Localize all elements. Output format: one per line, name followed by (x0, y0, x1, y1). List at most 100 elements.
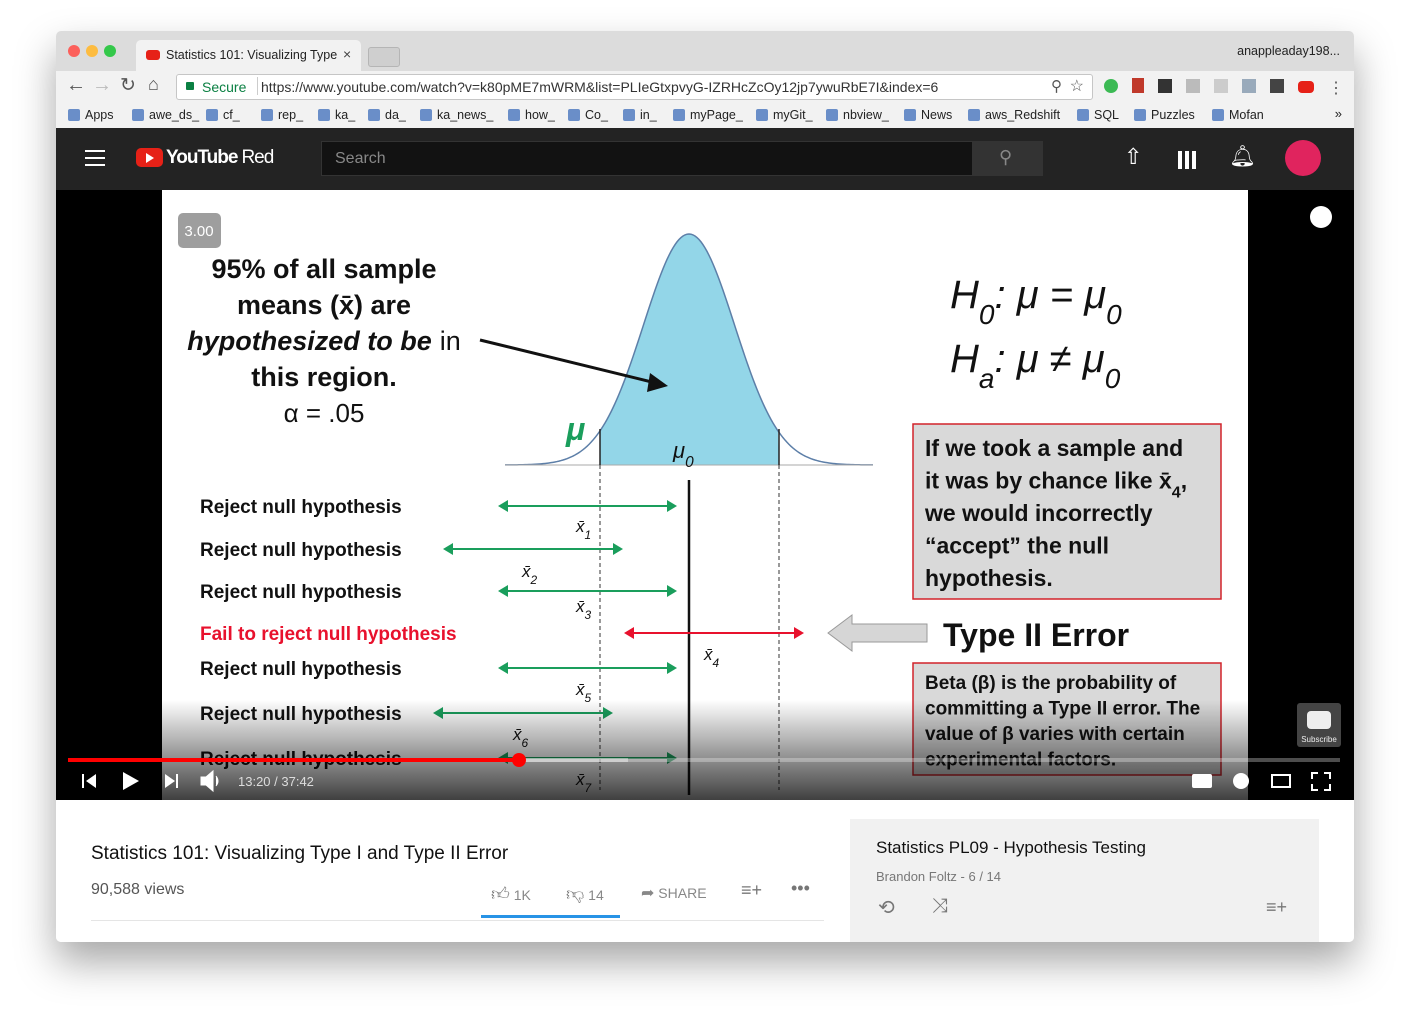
shuffle[interactable]: ⤨ (932, 895, 948, 917)
bookmark[interactable]: Mofan (1212, 108, 1264, 122)
bookmark-label: myGit_ (773, 108, 813, 122)
row-label: Reject null hypothesis (200, 582, 402, 603)
cc-button (1192, 774, 1212, 788)
back[interactable]: ← (66, 74, 86, 96)
bookmark-label: SQL (1094, 108, 1120, 122)
search-button[interactable]: ⚲ (972, 141, 1043, 176)
subscript: 4 (713, 656, 720, 670)
url: https://www.youtube.com/watch?v=k80pME7m… (261, 79, 939, 95)
text-part: we would incorrectly (924, 500, 1153, 526)
info-box (912, 423, 1222, 600)
logo[interactable]: YouTube Red (166, 147, 274, 169)
bookmark-label: awe_ds_ (149, 108, 200, 122)
address-bar-row: ← → ↻ ⌂ Secure https://www.youtube.com/w… (56, 71, 1354, 102)
subscript: 2 (530, 573, 538, 587)
dislike-count: 14 (588, 887, 604, 903)
bookmark[interactable]: Puzzles (1134, 108, 1195, 122)
sample-mean-label: x̄2 (521, 562, 538, 587)
bookmarks-bar: » Apps awe_ds_ cf_ rep_ ka_ da_ ka_news_ how_ Co_… (56, 102, 1354, 129)
callout-line: this region. (251, 362, 397, 392)
text-part: x̄ (575, 680, 585, 699)
bookmark[interactable]: myPage_ (673, 108, 743, 122)
sample-mean-label: x̄3 (575, 597, 592, 622)
speed-badge (178, 213, 221, 248)
bookmark[interactable]: News (904, 108, 952, 122)
secure-label: Secure (202, 79, 247, 95)
subscribe-icon (1307, 711, 1331, 729)
bookmark[interactable]: rep_ (261, 108, 303, 122)
playlist-title[interactable]: Statistics PL09 - Hypothesis Testing (876, 838, 1146, 857)
bookmark[interactable]: aws_Redshift (968, 108, 1060, 122)
apps[interactable] (1178, 151, 1196, 169)
next-button (165, 774, 178, 788)
bookmark[interactable]: Apps (68, 108, 114, 122)
subscript: 0 (1105, 363, 1121, 394)
bookmark-label: in_ (640, 108, 657, 122)
acceptance-region (600, 234, 779, 465)
tab[interactable]: Statistics 101: Visualizing Type × (136, 40, 361, 71)
bookmark[interactable]: nbview_ (826, 108, 889, 122)
bookmark[interactable]: da_ (368, 108, 406, 122)
time-display: 13:20 / 37:42 (238, 774, 314, 789)
omnibox[interactable]: Secure https://www.youtube.com/watch?v=k… (176, 74, 1093, 100)
bookmark[interactable]: ka_news_ (420, 108, 493, 122)
bookmark[interactable]: myGit_ (756, 108, 813, 122)
bookmark[interactable]: awe_ds_ (132, 108, 199, 122)
like-button[interactable]: 👍︎ 1K (491, 884, 531, 904)
avatar[interactable] (1285, 140, 1321, 176)
add-to[interactable]: ≡+ (741, 880, 763, 900)
text-part: : μ = μ (994, 273, 1106, 317)
view-count: 90,588 views (91, 881, 185, 898)
prev-button (82, 774, 96, 788)
bookmark-label: aws_Redshift (985, 108, 1061, 122)
bookmark[interactable]: Co_ (568, 108, 608, 122)
bookmark-label: how_ (525, 108, 555, 122)
bookmark-label: rep_ (278, 108, 304, 122)
home[interactable]: ⌂ (148, 74, 159, 94)
playlist-meta: Brandon Foltz - 6 / 14 (876, 869, 1002, 884)
bookmark-label: Puzzles (1151, 108, 1195, 122)
loop[interactable]: ⟲ (878, 897, 895, 919)
subscript: 5 (585, 691, 592, 705)
logo-text: YouTube (166, 147, 238, 168)
sample-mean-label: x̄5 (575, 680, 592, 705)
text-part: μ (672, 438, 685, 463)
new-tab[interactable] (368, 47, 400, 67)
search-placeholder: Search (335, 150, 386, 167)
bookmark[interactable]: how_ (508, 108, 555, 122)
save-playlist[interactable]: ≡+ (1266, 897, 1288, 917)
more[interactable]: ••• (791, 878, 810, 898)
logo-icon[interactable] (136, 148, 163, 167)
text-part: , (1181, 468, 1187, 494)
profile[interactable]: anappleaday198... (1237, 44, 1340, 58)
row-label: Fail to reject null hypothesis (200, 624, 457, 645)
share-button[interactable]: ➦ SHARE (641, 885, 707, 902)
pointer-arrowhead (647, 373, 668, 392)
search-box[interactable]: Search (321, 141, 973, 176)
speed-label: 3.00 (184, 223, 213, 240)
bookmark[interactable]: ka_ (318, 108, 355, 122)
alt-hypothesis: Ha: μ ≠ μ0 (950, 337, 1121, 394)
dislike-button[interactable]: 👎︎ 14 (566, 884, 604, 904)
sample-mean-label: x̄4 (703, 645, 720, 670)
bookmark[interactable]: cf_ (206, 108, 240, 122)
subscript: 3 (585, 608, 592, 622)
window-controls (68, 44, 116, 62)
bookmark[interactable]: SQL (1077, 108, 1119, 122)
upload[interactable]: ⇧ (1124, 144, 1143, 169)
sentiment-bar (481, 915, 620, 918)
bookmark[interactable]: in_ (623, 108, 657, 122)
reload[interactable]: ↻ (120, 75, 136, 96)
video-player[interactable]: 3.00 95% of all sample means (x̄) are hypot… (56, 190, 1354, 800)
callout-line: 95% of all sample (211, 254, 436, 284)
info-icon (1310, 206, 1332, 228)
text-part: H (950, 337, 979, 381)
notifications[interactable]: 🔔︎ (1229, 145, 1256, 168)
scrubber (512, 753, 526, 767)
callout-text: in (440, 326, 461, 356)
bookmark-label: ka_ (335, 108, 356, 122)
menu[interactable] (85, 150, 105, 166)
bookmark-label: myPage_ (690, 108, 743, 122)
subscript: 0 (979, 299, 995, 330)
forward[interactable]: → (92, 74, 112, 96)
